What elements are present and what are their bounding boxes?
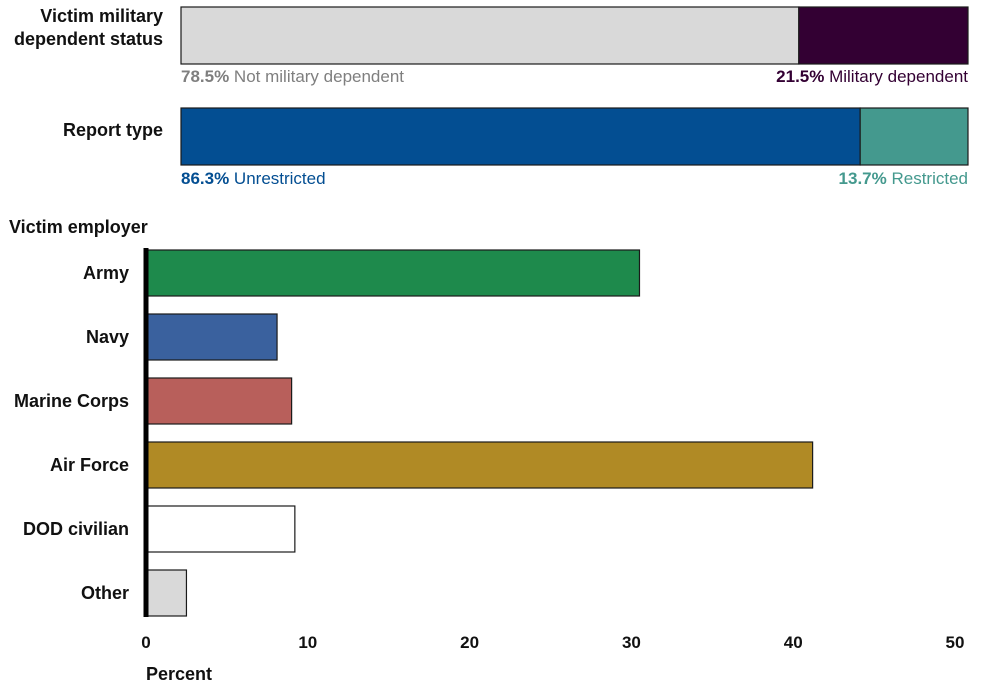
bar-army [145, 249, 641, 297]
category-label-marine-corps: Marine Corps [14, 391, 129, 411]
victim-employer-chart: Victim employer Army Navy Marine Corps Air F… [9, 217, 964, 684]
employer-chart-title: Victim employer [9, 217, 148, 237]
bar-navy [145, 313, 278, 361]
category-label-navy: Navy [86, 327, 129, 347]
category-label-army: Army [83, 263, 129, 283]
category-label-dod-civilian: DOD civilian [23, 519, 129, 539]
x-tick-label-30: 30 [622, 633, 641, 652]
report-type-segment-restricted [859, 107, 969, 166]
bar-air-force [145, 441, 814, 489]
report-type-value-label-unrestricted: 86.3% Unrestricted [181, 169, 326, 188]
x-tick-label-20: 20 [460, 633, 479, 652]
x-tick-label-10: 10 [298, 633, 317, 652]
x-tick-label-40: 40 [784, 633, 803, 652]
x-tick-label-0: 0 [141, 633, 150, 652]
category-label-other: Other [81, 583, 129, 603]
stacked-bars: Victim military dependent status 78.5% Not… [14, 6, 969, 188]
bar-dod-civilian [145, 505, 296, 553]
report-type-segment-unrestricted [180, 107, 861, 166]
report-type-value-label-restricted: 13.7% Restricted [839, 169, 968, 188]
victim-military-dependent-status-value-label-not-military-dependent: 78.5% Not military dependent [181, 67, 404, 86]
bar-other [145, 569, 188, 617]
victim-military-dependent-status-label-line1: Victim military [40, 6, 163, 26]
victim-military-dependent-status-value-label-military-dependent: 21.5% Military dependent [776, 67, 968, 86]
victim-military-dependent-status-label-line2: dependent status [14, 29, 163, 49]
victim-military-dependent-status-segment-not-military-dependent [180, 6, 800, 65]
x-axis-label: Percent [146, 664, 212, 684]
bar-marine-corps [145, 377, 293, 425]
report-type-label: Report type [63, 120, 163, 140]
victim-military-dependent-status-segment-military-dependent [798, 6, 969, 65]
x-tick-label-50: 50 [946, 633, 965, 652]
category-label-air-force: Air Force [50, 455, 129, 475]
